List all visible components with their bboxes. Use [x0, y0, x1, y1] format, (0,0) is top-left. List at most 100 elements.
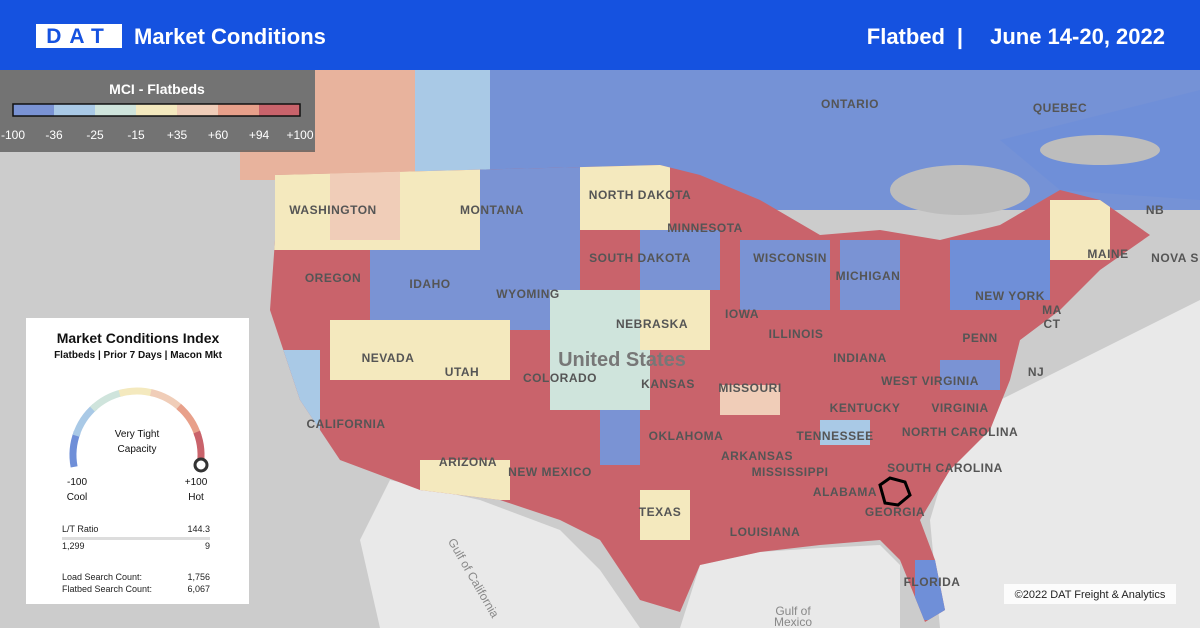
map-label: United States [558, 349, 686, 371]
map-label: NEVADA [362, 351, 415, 365]
region [640, 490, 690, 540]
legend-title: MCI - Flatbeds [109, 81, 205, 97]
map-label: WISCONSIN [753, 251, 827, 265]
map-label: MONTANA [460, 203, 524, 217]
gauge-segment [118, 387, 156, 397]
map-label: NEW YORK [975, 289, 1045, 303]
map-label: MINNESOTA [667, 221, 743, 235]
lt-label: L/T Ratio [62, 524, 98, 534]
map-label: NJ [1028, 365, 1044, 379]
map-label: TENNESSEE [796, 429, 873, 443]
river [1040, 135, 1160, 165]
map-label: MISSISSIPPI [752, 465, 829, 479]
map-label: VIRGINIA [931, 401, 988, 415]
region [600, 410, 640, 465]
map-labels: ONTARIO QUEBEC NB NOVA S MAINE WASHINGTO… [289, 97, 1199, 629]
canada [240, 70, 1200, 215]
map-label: CT [1044, 317, 1061, 331]
map-label: ILLINOIS [769, 327, 824, 341]
lake [890, 165, 1030, 215]
region [840, 240, 900, 310]
trucks: 9 [205, 541, 210, 551]
map-label: KANSAS [641, 377, 695, 391]
gauge-min: -100 [67, 477, 87, 488]
legend-tick-label: -25 [86, 128, 104, 142]
region [580, 165, 670, 230]
map-label: ARIZONA [439, 455, 497, 469]
map-label: NORTH DAKOTA [589, 188, 691, 202]
gauge-pointer [193, 457, 209, 473]
region [550, 290, 650, 410]
map-label: CALIFORNIA [307, 417, 386, 431]
map-label: COLORADO [523, 371, 597, 385]
canada-region [415, 70, 490, 180]
legend-swatch [54, 104, 95, 116]
map-label: NOVA S [1151, 251, 1199, 265]
legend-tick-label: +35 [167, 128, 188, 142]
map-label: IOWA [725, 307, 759, 321]
gauge-max: +100 [185, 477, 208, 488]
lt-ratio: 144.3 [187, 524, 210, 534]
panel-title: Market Conditions Index [57, 330, 220, 346]
map-label: PENN [962, 331, 997, 345]
region [940, 360, 1000, 390]
map-label: WASHINGTON [289, 203, 376, 217]
legend-swatch [259, 104, 300, 116]
legend-tick-label: -15 [127, 128, 145, 142]
flatbed-search: 6,067 [187, 584, 210, 594]
gauge-text: Capacity [118, 444, 157, 455]
panel-subtitle: Flatbeds | Prior 7 Days | Macon Mkt [54, 350, 223, 361]
legend-frame [12, 103, 301, 117]
region [400, 165, 480, 260]
map-label: SOUTH CAROLINA [887, 461, 1003, 475]
logo: DAT [46, 25, 112, 48]
loads: 1,299 [62, 541, 85, 551]
flatbed-search-label: Flatbed Search Count: [62, 584, 152, 594]
map-label: NEBRASKA [616, 317, 688, 331]
region [330, 165, 400, 240]
map-label: FLORIDA [904, 575, 961, 589]
gauge-text: Very Tight [115, 429, 160, 440]
load-search: 1,756 [187, 572, 210, 582]
map-label: Mexico [774, 615, 812, 628]
legend-swatch [95, 104, 136, 116]
mci-panel: Market Conditions Index Flatbeds | Prior… [26, 318, 249, 604]
atlantic [930, 300, 1200, 628]
logo-box [36, 24, 122, 48]
legend-swatch [177, 104, 218, 116]
separator: | [957, 24, 963, 49]
region [820, 420, 870, 445]
gauge-min-label: Cool [67, 492, 88, 503]
map-label: ONTARIO [821, 97, 879, 111]
map-label: ARKANSAS [721, 449, 793, 463]
legend: MCI - Flatbeds -100 -36 -25 -15 +35 +60 +94 +10… [0, 70, 315, 152]
gauge-segment [69, 430, 81, 468]
map-label: MICHIGAN [836, 269, 901, 283]
region [950, 240, 1050, 310]
map-label: UTAH [445, 365, 479, 379]
region [640, 230, 720, 290]
legend-tick-label: +94 [249, 128, 270, 142]
legend-tick-label: -100 [1, 128, 25, 142]
map-label: TEXAS [639, 505, 682, 519]
water [360, 480, 640, 628]
header-title: Market Conditions [134, 24, 326, 49]
map-label: WEST VIRGINIA [881, 374, 979, 388]
map-label: MA [1042, 303, 1062, 317]
panel-bg [26, 318, 249, 604]
map-label: MISSOURI [718, 381, 781, 395]
map-label: IDAHO [409, 277, 450, 291]
map-label: GEORGIA [865, 505, 925, 519]
load-search-label: Load Search Count: [62, 572, 142, 582]
map-label: NB [1146, 203, 1164, 217]
copyright-bg [1004, 584, 1176, 604]
legend-tick-label: +60 [208, 128, 229, 142]
region [370, 250, 480, 320]
map-label: WYOMING [496, 287, 560, 301]
equipment: Flatbed [867, 24, 945, 49]
region [1050, 200, 1110, 260]
gauge-max-label: Hot [188, 492, 204, 503]
map-label: NEW MEXICO [508, 465, 592, 479]
region [330, 320, 510, 380]
